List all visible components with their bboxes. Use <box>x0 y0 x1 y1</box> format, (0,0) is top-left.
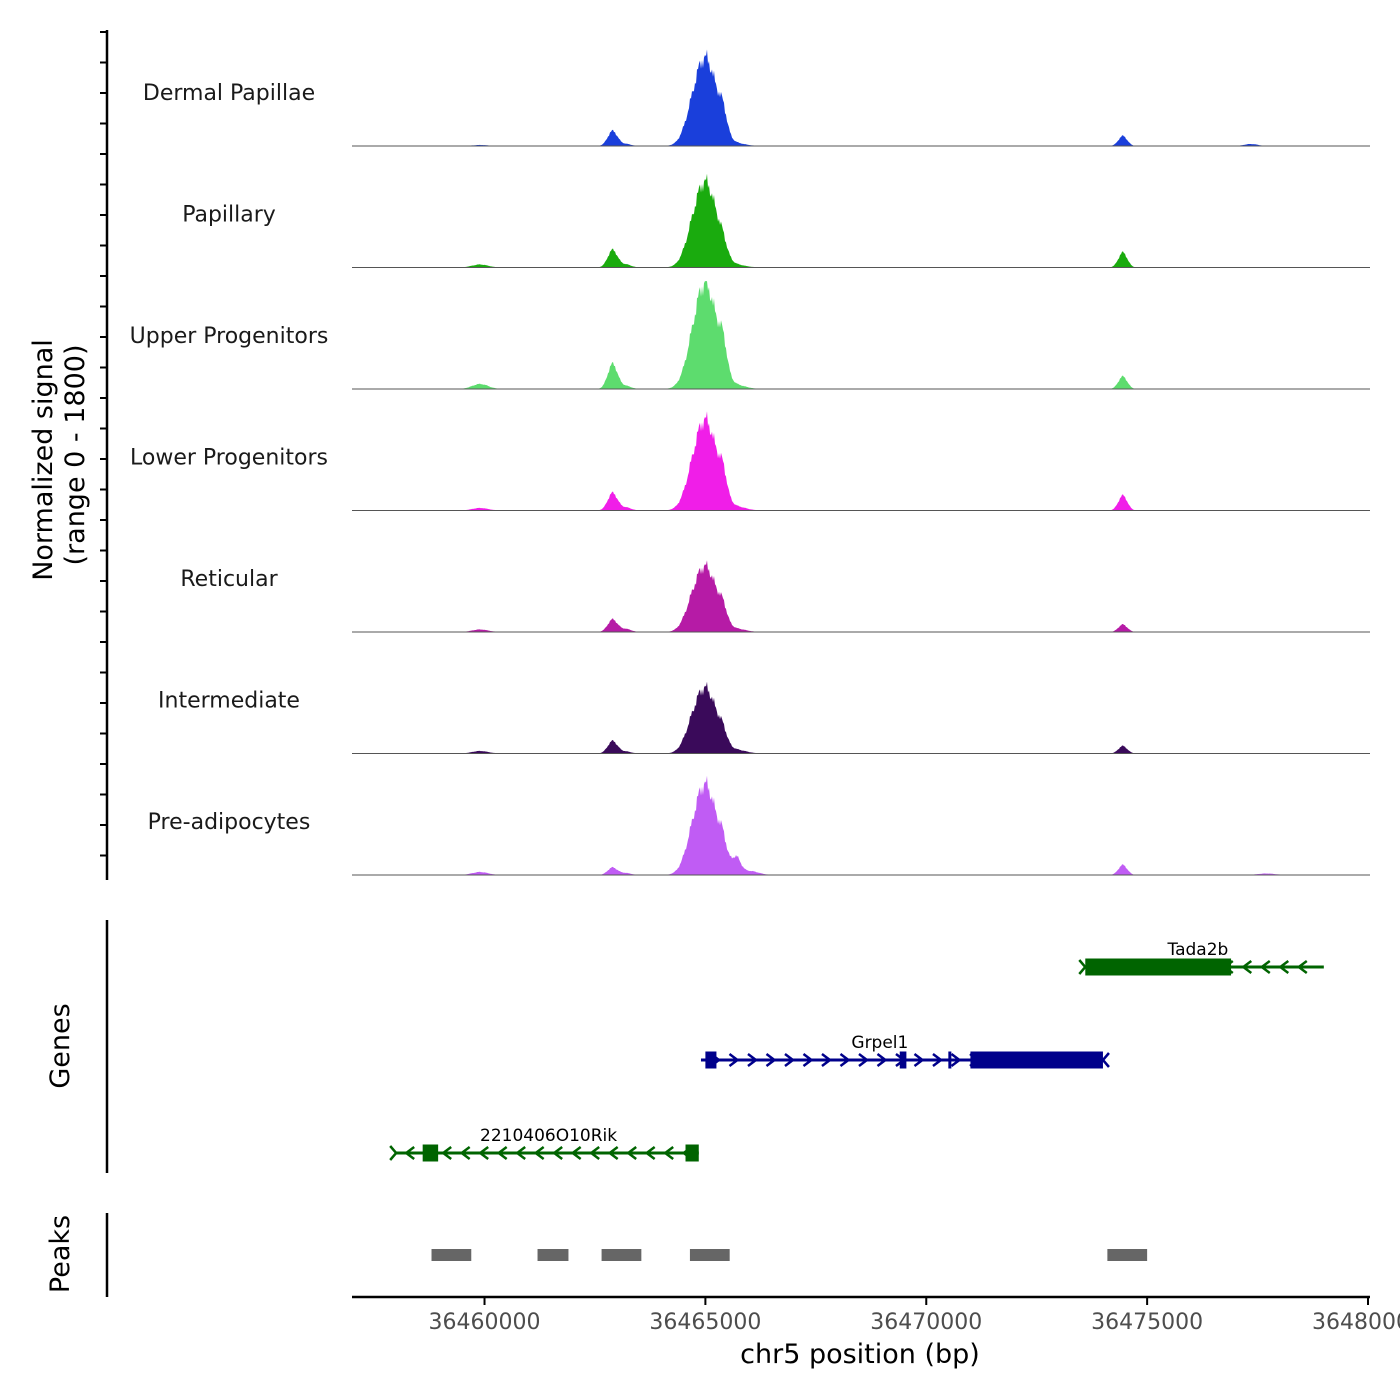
strand-arrow <box>533 1146 545 1160</box>
track-label-upper-progenitors: Upper Progenitors <box>130 324 329 349</box>
strand-arrow <box>570 1146 582 1160</box>
peak-region <box>601 1249 642 1261</box>
peak-region <box>689 1249 730 1261</box>
strand-arrow <box>858 1053 870 1067</box>
gene-label: Tada2b <box>1167 940 1229 960</box>
gene-grpel1: Grpel1 <box>700 1033 1110 1069</box>
strand-arrow <box>1296 960 1308 974</box>
strand-arrow <box>663 1146 674 1160</box>
strand-arrow <box>1259 960 1271 974</box>
strand-arrow <box>932 1053 944 1067</box>
x-tick-label: 36480000 <box>1312 1310 1400 1335</box>
strand-arrow <box>747 1053 759 1067</box>
gene-tada2b: Tada2b <box>1078 940 1324 976</box>
strand-arrow <box>589 1146 600 1160</box>
strand-arrow <box>459 1146 471 1160</box>
strand-arrow <box>515 1146 526 1160</box>
strand-arrow <box>821 1053 833 1067</box>
strand-arrow <box>441 1146 452 1160</box>
peaks-panel: Peaks <box>45 1213 1148 1297</box>
x-tick-label: 36475000 <box>1091 1310 1203 1335</box>
strand-arrow <box>802 1053 814 1067</box>
coverage-track-dermal-papillae: Dermal Papillae <box>143 49 1370 147</box>
strand-arrow <box>784 1053 796 1067</box>
coverage-tracks: Dermal Papillae Papillary Upper Progenitor… <box>130 49 1370 876</box>
track-label-papillary: Papillary <box>182 203 276 228</box>
peak-region <box>1107 1249 1148 1261</box>
strand-arrow <box>644 1146 656 1160</box>
coverage-track-reticular: Reticular <box>180 560 1370 633</box>
strand-arrow <box>728 1053 740 1067</box>
coverage-track-papillary: Papillary <box>182 173 1370 268</box>
gene-2210406o10rik: 2210406O10Rik <box>389 1126 699 1162</box>
track-label-intermediate: Intermediate <box>158 689 300 714</box>
gene-exon <box>705 1051 717 1069</box>
x-axis: 36460000 36465000 36470000 36475000 36480000… <box>352 1295 1400 1370</box>
track-label-lower-progenitors: Lower Progenitors <box>130 446 328 471</box>
peak-region <box>431 1249 472 1261</box>
strand-arrow <box>626 1146 637 1160</box>
coverage-panel: Dermal Papillae Papillary Upper Progenitor… <box>28 30 1370 880</box>
gene-exon <box>422 1144 439 1162</box>
x-axis-ticks: 36460000 36465000 36470000 36475000 36480000 <box>429 1297 1400 1335</box>
strand-arrow <box>876 1053 888 1067</box>
strand-arrow <box>950 1053 962 1067</box>
x-tick-label: 36460000 <box>429 1310 541 1335</box>
peak-region <box>537 1249 569 1261</box>
track-label-pre-adipocytes: Pre-adipocytes <box>148 810 311 835</box>
track-label-dermal-papillae: Dermal Papillae <box>143 81 315 106</box>
y-axis-label-line1: Normalized signal <box>28 339 59 581</box>
coverage-track-intermediate: Intermediate <box>158 681 1370 754</box>
track-label-reticular: Reticular <box>180 567 278 592</box>
gene-exon <box>970 1051 1103 1069</box>
strand-arrow <box>496 1146 508 1160</box>
strand-arrow <box>478 1146 489 1160</box>
strand-arrow <box>1278 960 1290 974</box>
y-axis-label-line2: (range 0 - 1800) <box>60 345 91 566</box>
genes-panel-label: Genes <box>45 1003 76 1088</box>
coverage-y-ticks <box>100 31 107 857</box>
strand-arrow <box>765 1053 777 1067</box>
coverage-track-pre-adipocytes: Pre-adipocytes <box>148 775 1370 876</box>
strand-arrow <box>404 1146 415 1160</box>
gene-models: Tada2b Grpel1 2210406O10Rik <box>389 940 1324 1162</box>
gene-label: Grpel1 <box>851 1033 908 1053</box>
strand-arrow <box>913 1053 925 1067</box>
gene-label: 2210406O10Rik <box>480 1126 617 1146</box>
strand-end-arrow <box>389 1145 398 1161</box>
gene-exon <box>899 1051 907 1069</box>
genes-panel: Genes Tada2b Grpel1 2210406O10Rik <box>45 920 1324 1173</box>
gene-exon <box>685 1144 699 1162</box>
gene-exon <box>948 1051 952 1069</box>
coverage-track-lower-progenitors: Lower Progenitors <box>130 411 1370 511</box>
strand-arrow <box>552 1146 563 1160</box>
gene-exon <box>1085 958 1232 976</box>
x-tick-label: 36470000 <box>870 1310 982 1335</box>
peaks-panel-label: Peaks <box>45 1215 76 1293</box>
peak-regions <box>431 1249 1148 1261</box>
strand-arrow <box>839 1053 851 1067</box>
coverage-track-upper-progenitors: Upper Progenitors <box>130 281 1370 390</box>
strand-arrow <box>607 1146 619 1160</box>
x-tick-label: 36465000 <box>649 1310 761 1335</box>
x-axis-title: chr5 position (bp) <box>740 1339 980 1370</box>
strand-arrow <box>1241 960 1253 974</box>
